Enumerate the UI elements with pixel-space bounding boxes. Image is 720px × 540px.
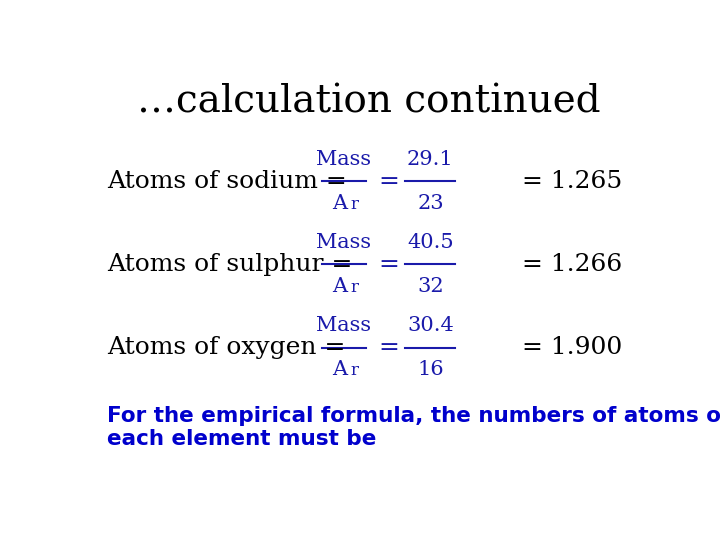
Text: =: = — [378, 336, 399, 359]
Text: For the empirical formula, the numbers of atoms of: For the empirical formula, the numbers o… — [107, 406, 720, 426]
Text: = 1.266: = 1.266 — [523, 253, 623, 276]
Text: A: A — [332, 360, 347, 379]
Text: each element must be: each element must be — [107, 429, 384, 449]
Text: Atoms of sulphur =: Atoms of sulphur = — [107, 253, 352, 276]
Text: Atoms of oxygen =: Atoms of oxygen = — [107, 336, 345, 359]
Text: =: = — [378, 170, 399, 193]
Text: r: r — [350, 279, 358, 296]
Text: Mass: Mass — [316, 150, 372, 168]
Text: A: A — [332, 194, 347, 213]
Text: A: A — [332, 277, 347, 296]
Text: Mass: Mass — [316, 316, 372, 335]
Text: 32: 32 — [417, 277, 444, 296]
Text: 29.1: 29.1 — [407, 150, 454, 168]
Text: = 1.265: = 1.265 — [523, 170, 623, 193]
Text: …calculation continued: …calculation continued — [138, 84, 600, 121]
Text: = 1.900: = 1.900 — [523, 336, 623, 359]
Text: 40.5: 40.5 — [407, 233, 454, 252]
Text: Mass: Mass — [316, 233, 372, 252]
Text: 23: 23 — [417, 194, 444, 213]
Text: r: r — [350, 196, 358, 213]
Text: 30.4: 30.4 — [407, 316, 454, 335]
Text: Atoms of sodium =: Atoms of sodium = — [107, 170, 346, 193]
Text: =: = — [378, 253, 399, 276]
Text: r: r — [350, 362, 358, 379]
Text: 16: 16 — [417, 360, 444, 379]
